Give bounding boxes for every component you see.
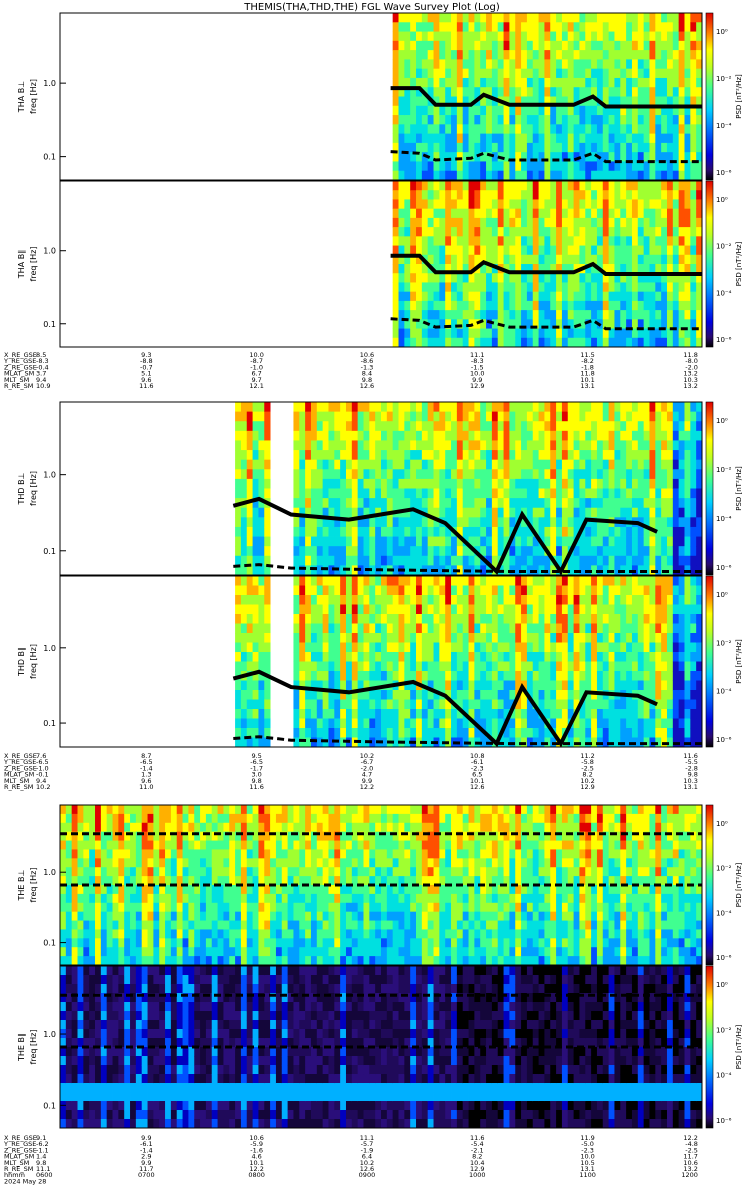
panel-ylabel-probe: THA B∥ [17,250,26,279]
orbit-value: 12.2 [360,783,374,791]
orbit-row-label: R_RE_SM [4,783,33,791]
colorbar-tick-label: 10⁻² [716,865,732,873]
colorbar-tick-label: 10⁰ [716,820,728,828]
orbit-value: 13.2 [683,382,697,390]
orbit-value: 13.1 [683,783,697,791]
colorbar [706,805,713,965]
freq-tick-label: 1.0 [43,868,56,877]
colorbar-tick-label: 10⁰ [716,196,728,204]
colorbar-tick-label: 10⁻⁶ [716,1117,732,1125]
colorbar-label: PSD [nT²/Hz] [735,862,743,907]
freq-tick-label: 1.0 [43,471,56,480]
colorbar-label: PSD [nT²/Hz] [735,466,743,511]
colorbar [706,13,713,180]
colorbar-tick-label: 10⁰ [716,591,728,599]
orbit-value: 1200 [681,1171,698,1179]
orbit-value: 0600 [36,1171,53,1179]
colorbar-tick-label: 10⁻² [716,1026,732,1034]
freq-tick-label: 1.0 [43,79,56,88]
panel-ylabel-freq: freq [Hz] [29,1030,38,1065]
colorbar-tick-label: 10⁻⁴ [716,515,732,523]
panel-ylabel-freq: freq [Hz] [29,79,38,114]
panel-ylabel-probe: THD B∥ [17,647,26,677]
colorbar [706,576,713,747]
spectrogram-panel: THE B∥freq [Hz] 1.0 0.1 10⁰ 10⁻² 10⁻⁴ 10⁻⁶ PSD … [17,966,743,1128]
orbit-value: 12.9 [470,382,484,390]
colorbar-tick-label: 10⁻⁶ [716,564,732,572]
colorbar-label: PSD [nT²/Hz] [735,1024,743,1069]
panel-ylabel-freq: freq [Hz] [29,644,38,679]
colorbar [706,966,713,1128]
probe-group-thd: THD B⊥freq [Hz]1.00.110⁰10⁻²10⁻⁴10⁻⁶PSD … [3,402,743,791]
probe-group-the: THE B⊥freq [Hz]1.00.110⁰10⁻²10⁻⁴10⁻⁶PSD … [3,805,743,1185]
page-title: THEMIS(THA,THD,THE) FGL Wave Survey Plot… [243,2,500,13]
colorbar-tick-label: 10⁰ [716,981,728,989]
panel-ylabel-freq: freq [Hz] [29,471,38,506]
colorbar-tick-label: 10⁻² [716,75,732,83]
orbit-table: X_RE_GSEY_RE_GSEZ_RE_GSEMLAT_SMMLT_SMR_R… [3,351,698,390]
orbit-value: 11.0 [139,783,153,791]
colorbar [706,402,713,575]
colorbar-tick-label: 10⁻⁴ [716,909,732,917]
spectrogram-panel: THA B⊥freq [Hz] 1.0 0.1 10⁰ 10⁻² 10⁻⁴ 10⁻⁶ PSD … [17,13,743,180]
orbit-value: 12.6 [470,783,484,791]
panel-ylabel-probe: THE B∥ [17,1033,26,1062]
panel-ylabel-probe: THD B⊥ [17,472,26,505]
freq-tick-label: 0.1 [43,719,56,728]
orbit-value: 0900 [359,1171,376,1179]
orbit-value: 12.9 [580,783,594,791]
colorbar-tick-label: 10⁻⁶ [716,736,732,744]
panel-ylabel-freq: freq [Hz] [29,868,38,903]
panel-ylabel-probe: THA B⊥ [17,81,26,113]
orbit-table: X_RE_GSEY_RE_GSEZ_RE_GSEMLAT_SMMLT_SMR_R… [3,1134,698,1185]
colorbar-tick-label: 10⁻⁴ [716,289,732,297]
orbit-value: 11.6 [249,783,263,791]
freq-tick-label: 1.0 [43,247,56,256]
spectrogram-panel: THE B⊥freq [Hz] 1.0 0.1 10⁰ 10⁻² 10⁻⁴ 10⁻⁶ PSD … [17,805,743,965]
panel-ylabel-probe: THE B⊥ [17,869,26,901]
spectrogram-panel: THD B⊥freq [Hz] 1.0 0.1 10⁰ 10⁻² 10⁻⁴ 10⁻⁶ PSD … [17,402,743,575]
orbit-value: 12.6 [360,382,374,390]
orbit-row-label: R_RE_SM [4,382,33,390]
orbit-value: 12.1 [249,382,263,390]
colorbar-tick-label: 10⁻² [716,243,732,251]
panel-ylabel-freq: freq [Hz] [29,247,38,282]
colorbar-tick-label: 10⁻⁴ [716,688,732,696]
orbit-value: 13.1 [580,382,594,390]
colorbar [706,181,713,347]
colorbar-label: PSD [nT²/Hz] [735,639,743,684]
colorbar-tick-label: 10⁻² [716,639,732,647]
colorbar-label: PSD [nT²/Hz] [735,74,743,119]
orbit-value: 1000 [469,1171,486,1179]
colorbar-label: PSD [nT²/Hz] [735,241,743,286]
spectrogram-panel: THA B∥freq [Hz] 1.0 0.1 10⁰ 10⁻² 10⁻⁴ 10⁻⁶ PSD … [17,181,743,347]
freq-tick-label: 0.1 [43,547,56,556]
freq-tick-label: 0.1 [43,1101,56,1110]
orbit-value: 0800 [248,1171,265,1179]
spectrogram-panel: THD B∥freq [Hz] 1.0 0.1 10⁰ 10⁻² 10⁻⁴ 10⁻⁶ PSD … [17,576,743,747]
freq-tick-label: 1.0 [43,1030,56,1039]
orbit-value: 10.2 [36,783,50,791]
colorbar-tick-label: 10⁻⁶ [716,954,732,962]
freq-tick-label: 0.1 [43,320,56,329]
colorbar-tick-label: 10⁰ [716,28,728,36]
orbit-table: X_RE_GSEY_RE_GSEZ_RE_GSEMLAT_SMMLT_SMR_R… [3,752,698,791]
orbit-value: 11.6 [139,382,153,390]
colorbar-tick-label: 10⁻⁶ [716,336,732,344]
colorbar-tick-label: 10⁰ [716,417,728,425]
colorbar-tick-label: 10⁻⁴ [716,122,732,130]
orbit-value: 1100 [579,1171,596,1179]
freq-tick-label: 0.1 [43,939,56,948]
colorbar-tick-label: 10⁻⁴ [716,1072,732,1080]
orbit-value: 0700 [138,1171,155,1179]
orbit-value: 10.9 [36,382,50,390]
colorbar-tick-label: 10⁻² [716,466,732,474]
colorbar-tick-label: 10⁻⁶ [716,169,732,177]
probe-group-tha: THA B⊥freq [Hz]1.00.110⁰10⁻²10⁻⁴10⁻⁶PSD … [3,13,743,390]
freq-tick-label: 0.1 [43,153,56,162]
freq-tick-label: 1.0 [43,644,56,653]
